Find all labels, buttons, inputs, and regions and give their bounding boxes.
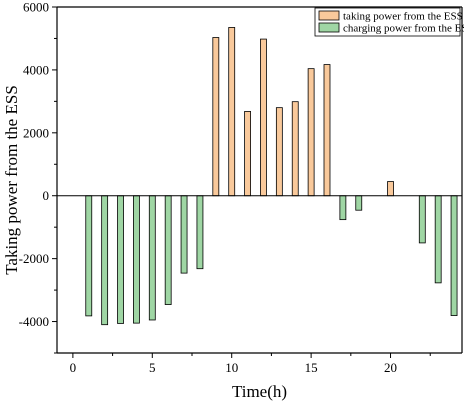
taking-bar-12 (260, 38, 267, 197)
taking-bar-9 (212, 37, 220, 197)
legend-label: charging power from the ESS (343, 23, 464, 35)
taking-bar-10 (228, 27, 236, 197)
charging-bar-5 (148, 195, 156, 321)
taking-bar-15 (307, 68, 315, 197)
taking-bar-13 (275, 107, 283, 197)
x-tick-label: 0 (70, 360, 77, 375)
charging-bar-6 (164, 195, 172, 305)
taking-bar-16 (323, 64, 331, 197)
taking-bar-14 (291, 101, 299, 197)
bars-layer (85, 27, 458, 326)
y-axis-label: Taking power from the ESS (2, 85, 21, 275)
charging-bar-17 (339, 195, 347, 221)
charging-bar-1 (85, 195, 93, 317)
charging-bar-18 (355, 195, 363, 211)
charging-bar-24 (450, 195, 458, 316)
legend-swatch (318, 10, 340, 21)
charging-bar-3 (117, 195, 124, 324)
x-tick-label: 15 (305, 360, 318, 375)
x-tick-label: 10 (225, 360, 238, 375)
y-tick-label: 0 (43, 188, 50, 203)
charging-bar-23 (434, 195, 442, 284)
x-axis-label: Time(h) (232, 382, 287, 401)
axes-layer: -4000 -2000 0 2000 4000 6000 0 5 10 15 20 (19, 0, 463, 375)
charging-bar-4 (133, 195, 140, 324)
x-tick-label: 20 (384, 360, 397, 375)
taking-bar-11 (244, 111, 251, 197)
y-tick-label: 4000 (23, 62, 49, 77)
y-tick-label: 6000 (23, 0, 49, 15)
charging-bar-8 (196, 195, 204, 270)
x-tick-label: 5 (149, 360, 156, 375)
charging-bar-2 (101, 195, 109, 326)
taking-bar-20 (387, 181, 394, 197)
y-tick-label: 2000 (23, 125, 49, 140)
charging-bar-22 (418, 195, 426, 244)
legend-swatch (318, 22, 340, 33)
legend-label: taking power from the ESS (343, 11, 463, 23)
y-tick-label: -2000 (19, 251, 49, 266)
y-tick-label: -4000 (19, 314, 49, 329)
charging-bar-7 (180, 195, 188, 274)
